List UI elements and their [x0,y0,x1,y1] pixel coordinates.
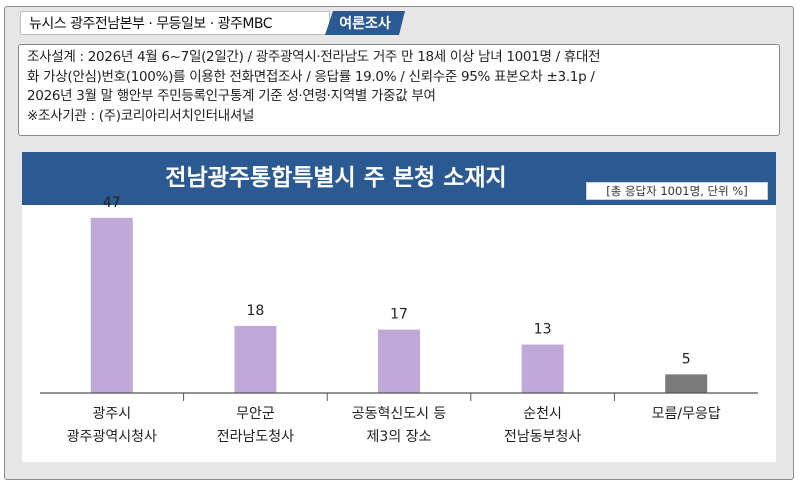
poll-tag: 여론조사 [325,11,405,35]
bar [378,329,420,393]
bar [234,325,277,393]
category-label: 전남동부청사 [504,429,581,445]
methodology-line: 화 가상(안심)번호(100%)를 이용한 전화면접조사 / 응답률 19.0%… [27,68,595,85]
methodology-line: 2026년 3월 말 행안부 주민등록인구통계 기준 성·연령·지역별 가중값 … [27,88,436,104]
data-label: 47 [103,195,121,211]
category-label: 공동혁신도시 등 [352,406,447,422]
methodology-line: ※조사기관 : (주)코리아리서치인터내셔널 [27,107,255,124]
bar [665,374,708,393]
source-label: 뉴시스 광주전남본부 · 무등일보 · 광주MBC [20,11,330,35]
data-label: 18 [246,303,264,319]
category-label: 무안군 [236,406,275,422]
category-label: 순천시 [523,406,562,422]
bar [90,217,133,393]
chart-header: 전남광주통합특별시 주 본청 소재지 [총 응답자 1001명, 단위 %] [22,152,776,205]
category-label: 제3의 장소 [367,429,432,445]
category-label: 광주시 [92,406,131,422]
chart-panel: 전남광주통합특별시 주 본청 소재지 [총 응답자 1001명, 단위 %] 4… [22,152,776,462]
methodology-line: 조사설계 : 2026년 4월 6~7일(2일간) / 광주광역시·전라남도 거… [27,49,601,65]
data-label: 5 [682,351,691,367]
category-label: 전라남도청사 [217,429,294,445]
methodology-box: 조사설계 : 2026년 4월 6~7일(2일간) / 광주광역시·전라남도 거… [18,44,780,136]
data-label: 13 [534,322,552,338]
bar [521,344,564,393]
category-label: 모름/무응답 [652,406,721,422]
data-label: 17 [390,307,408,323]
chart-title: 전남광주통합특별시 주 본청 소재지 [165,165,507,191]
category-label: 광주광역시청사 [67,429,157,445]
top-bar: 뉴시스 광주전남본부 · 무등일보 · 광주MBC 여론조사 [8,10,788,36]
chart-unit-note: [총 응답자 1001명, 단위 %] [586,182,768,200]
